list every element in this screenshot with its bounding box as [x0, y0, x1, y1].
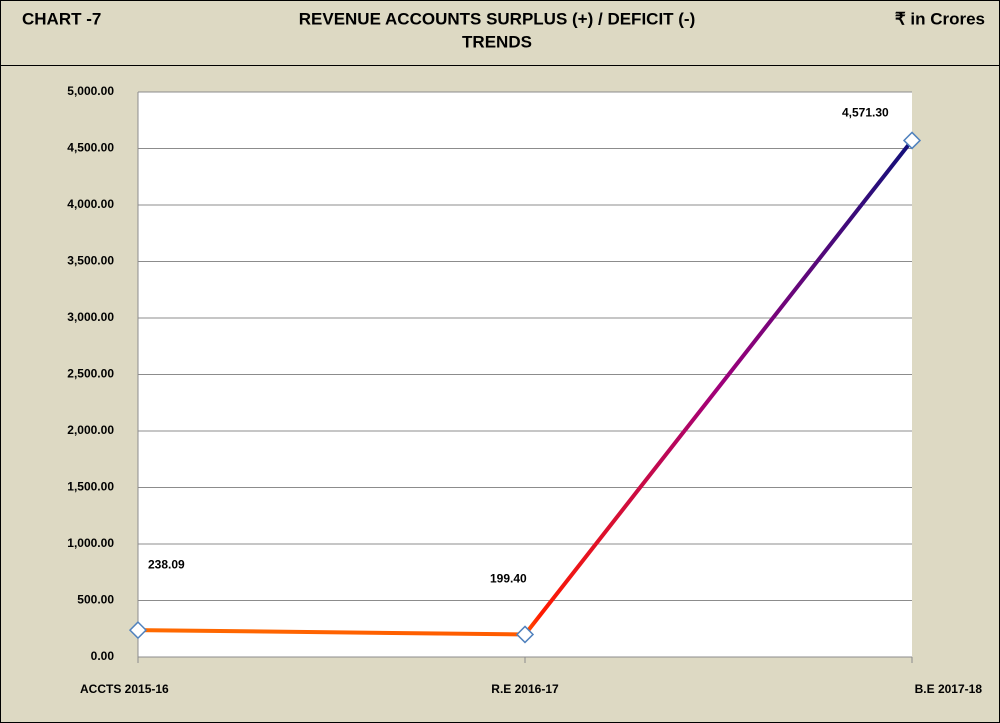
- data-label: 238.09: [148, 557, 185, 571]
- y-tick-label: 0.00: [91, 649, 115, 663]
- y-tick-label: 4,000.00: [67, 197, 114, 211]
- chart-title: TRENDS: [462, 32, 532, 51]
- y-tick-label: 4,500.00: [67, 141, 114, 155]
- data-label: 4,571.30: [842, 106, 889, 120]
- unit-label: ₹ in Crores: [895, 9, 985, 28]
- y-tick-label: 5,000.00: [67, 84, 114, 98]
- x-tick-label: ACCTS 2015-16: [80, 682, 169, 696]
- chart-title: REVENUE ACCOUNTS SURPLUS (+) / DEFICIT (…: [299, 9, 696, 28]
- y-tick-label: 1,500.00: [67, 480, 114, 494]
- marker: [128, 621, 148, 640]
- data-label: 199.40: [490, 572, 527, 586]
- y-tick-label: 3,000.00: [67, 310, 114, 324]
- marker: [902, 131, 922, 150]
- y-tick-label: 2,000.00: [67, 423, 114, 437]
- x-tick-label: B.E 2017-18: [915, 682, 983, 696]
- y-tick-label: 3,500.00: [67, 254, 114, 268]
- chart-label: CHART -7: [22, 9, 101, 28]
- x-tick-label: R.E 2016-17: [491, 682, 559, 696]
- marker: [515, 625, 535, 644]
- y-tick-label: 500.00: [77, 593, 114, 607]
- y-tick-label: 2,500.00: [67, 367, 114, 381]
- y-tick-label: 1,000.00: [67, 536, 114, 550]
